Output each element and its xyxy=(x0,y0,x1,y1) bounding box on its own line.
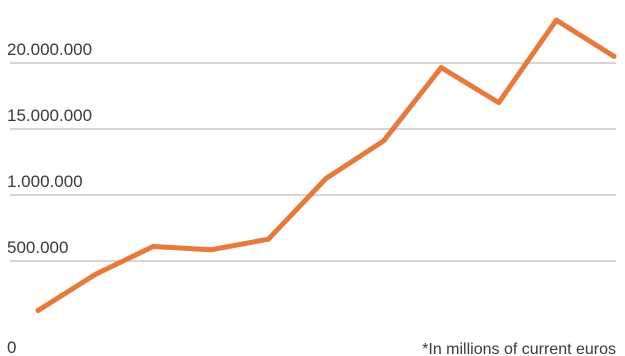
data-point-0-7 xyxy=(438,65,444,71)
data-point-0-2 xyxy=(150,243,156,249)
data-point-0-4 xyxy=(265,236,271,242)
data-point-0-0 xyxy=(35,308,41,313)
data-point-0-1 xyxy=(93,271,99,277)
y-tick-label-4: 20.000.000 xyxy=(7,40,92,59)
data-point-0-10 xyxy=(611,53,617,59)
y-tick-label-3: 15.000.000 xyxy=(7,106,92,125)
data-point-0-3 xyxy=(208,247,214,253)
gridlines xyxy=(10,62,616,262)
units-note: *In millions of current euros xyxy=(422,341,616,356)
y-tick-label-1: 500.000 xyxy=(7,238,68,257)
data-point-0-5 xyxy=(323,176,329,181)
data-point-0-8 xyxy=(496,100,502,106)
data-point-0-6 xyxy=(381,138,387,144)
y-tick-label-2: 1.000.000 xyxy=(7,172,83,191)
y-axis-tick-labels: 0500.0001.000.00015.000.00020.000.00025.… xyxy=(7,40,92,356)
data-point-0-9 xyxy=(553,17,559,23)
y-tick-label-0: 0 xyxy=(7,338,16,356)
series-group xyxy=(35,17,617,313)
